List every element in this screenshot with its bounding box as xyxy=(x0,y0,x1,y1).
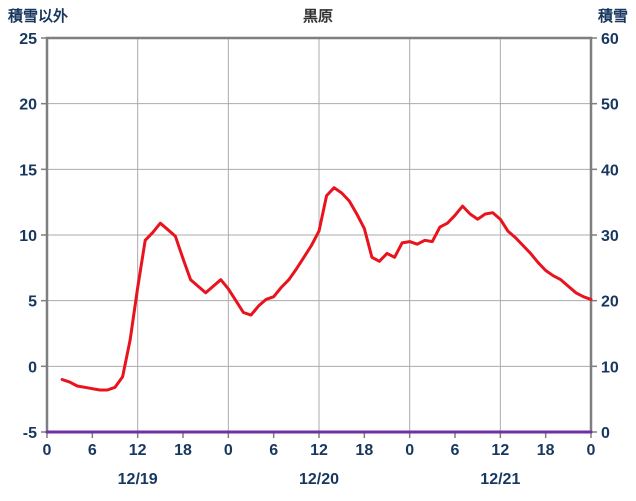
x-tick-label: 0 xyxy=(224,442,233,459)
date-label: 12/19 xyxy=(118,471,158,488)
x-tick-label: 6 xyxy=(269,442,278,459)
x-tick-label: 0 xyxy=(587,442,596,459)
x-tick-label: 18 xyxy=(174,442,192,459)
chart-title: 黒原 xyxy=(302,8,333,25)
left-tick-label: 5 xyxy=(28,294,37,311)
date-label: 12/20 xyxy=(299,471,339,488)
left-tick-label: -5 xyxy=(23,425,37,442)
right-tick-label: 10 xyxy=(601,359,619,376)
x-tick-label: 0 xyxy=(43,442,52,459)
right-tick-label: 60 xyxy=(601,31,619,48)
right-tick-label: 50 xyxy=(601,97,619,114)
left-tick-label: 15 xyxy=(19,162,37,179)
x-tick-label: 12 xyxy=(129,442,147,459)
x-tick-label: 6 xyxy=(88,442,97,459)
series-line-left xyxy=(60,186,593,392)
left-tick-label: 20 xyxy=(19,97,37,114)
x-tick-label: 12 xyxy=(310,442,328,459)
right-tick-label: 0 xyxy=(601,425,610,442)
date-label: 12/21 xyxy=(480,471,520,488)
left-axis-title: 積雪以外 xyxy=(8,8,69,25)
right-tick-label: 40 xyxy=(601,162,619,179)
x-tick-label: 18 xyxy=(355,442,373,459)
right-tick-label: 30 xyxy=(601,228,619,245)
x-tick-label: 6 xyxy=(451,442,460,459)
right-axis-title: 積雪 xyxy=(597,8,628,25)
x-tick-label: 12 xyxy=(491,442,509,459)
left-tick-label: 0 xyxy=(28,359,37,376)
left-tick-label: 10 xyxy=(19,228,37,245)
right-tick-label: 20 xyxy=(601,294,619,311)
x-tick-label: 18 xyxy=(537,442,555,459)
x-tick-label: 0 xyxy=(405,442,414,459)
left-tick-label: 25 xyxy=(19,31,37,48)
